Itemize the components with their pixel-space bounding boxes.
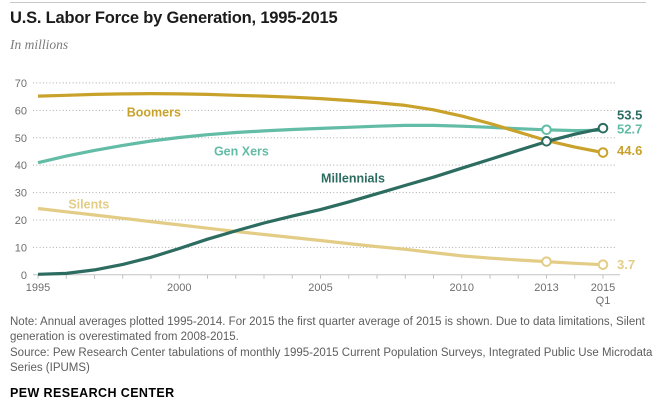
- y-axis-tick-label: 70: [15, 78, 27, 90]
- note-text: Note: Annual averages plotted 1995-2014.…: [10, 316, 645, 344]
- data-point-marker: [541, 256, 552, 267]
- y-axis-tick-label: 30: [15, 188, 27, 200]
- top-divider: [10, 2, 646, 3]
- notes-block: Note: Annual averages plotted 1995-2014.…: [10, 315, 654, 376]
- data-point-marker: [541, 136, 552, 147]
- series-label-millennials: Millennials: [321, 172, 385, 186]
- x-axis-tick-label: 1995: [26, 282, 50, 294]
- chart-subtitle: In millions: [10, 37, 69, 52]
- y-axis-tick-label: 20: [15, 215, 27, 227]
- x-axis-tick-sublabel: Q1: [596, 295, 611, 307]
- series-label-boomers: Boomers: [127, 105, 181, 119]
- data-point-marker: [597, 259, 609, 270]
- end-value-label-genx: 52.7: [617, 121, 642, 136]
- data-point-marker: [597, 122, 609, 134]
- data-point-marker: [541, 124, 552, 136]
- end-value-label-silents: 3.7: [617, 257, 635, 272]
- y-axis-tick-label: 0: [21, 270, 27, 282]
- x-axis-tick-label: 2013: [534, 282, 558, 294]
- x-axis-tick-label: 2015: [591, 282, 615, 294]
- series-line-silents: [37, 206, 604, 267]
- chart-title: U.S. Labor Force by Generation, 1995-201…: [10, 9, 338, 27]
- data-point-marker: [597, 147, 609, 158]
- x-axis-tick-label: 2010: [450, 282, 474, 294]
- y-axis-tick-label: 10: [15, 242, 27, 254]
- y-axis-tick-label: 60: [15, 105, 27, 117]
- footer-brand: PEW RESEARCH CENTER: [10, 386, 175, 400]
- series-line-boomers: [37, 91, 604, 155]
- series-line-millennials: [37, 126, 604, 276]
- end-value-label-millennials: 53.5: [617, 107, 642, 122]
- y-axis-tick-label: 40: [15, 160, 27, 172]
- series-label-genx: Gen Xers: [214, 144, 269, 158]
- x-axis-tick-label: 2000: [167, 282, 191, 294]
- source-text: Source: Pew Research Center tabulations …: [10, 346, 653, 374]
- x-axis-tick-label: 2005: [308, 282, 332, 294]
- end-value-label-boomers: 44.6: [617, 143, 642, 158]
- series-label-silents: Silents: [68, 198, 109, 212]
- y-axis-tick-label: 50: [15, 133, 27, 145]
